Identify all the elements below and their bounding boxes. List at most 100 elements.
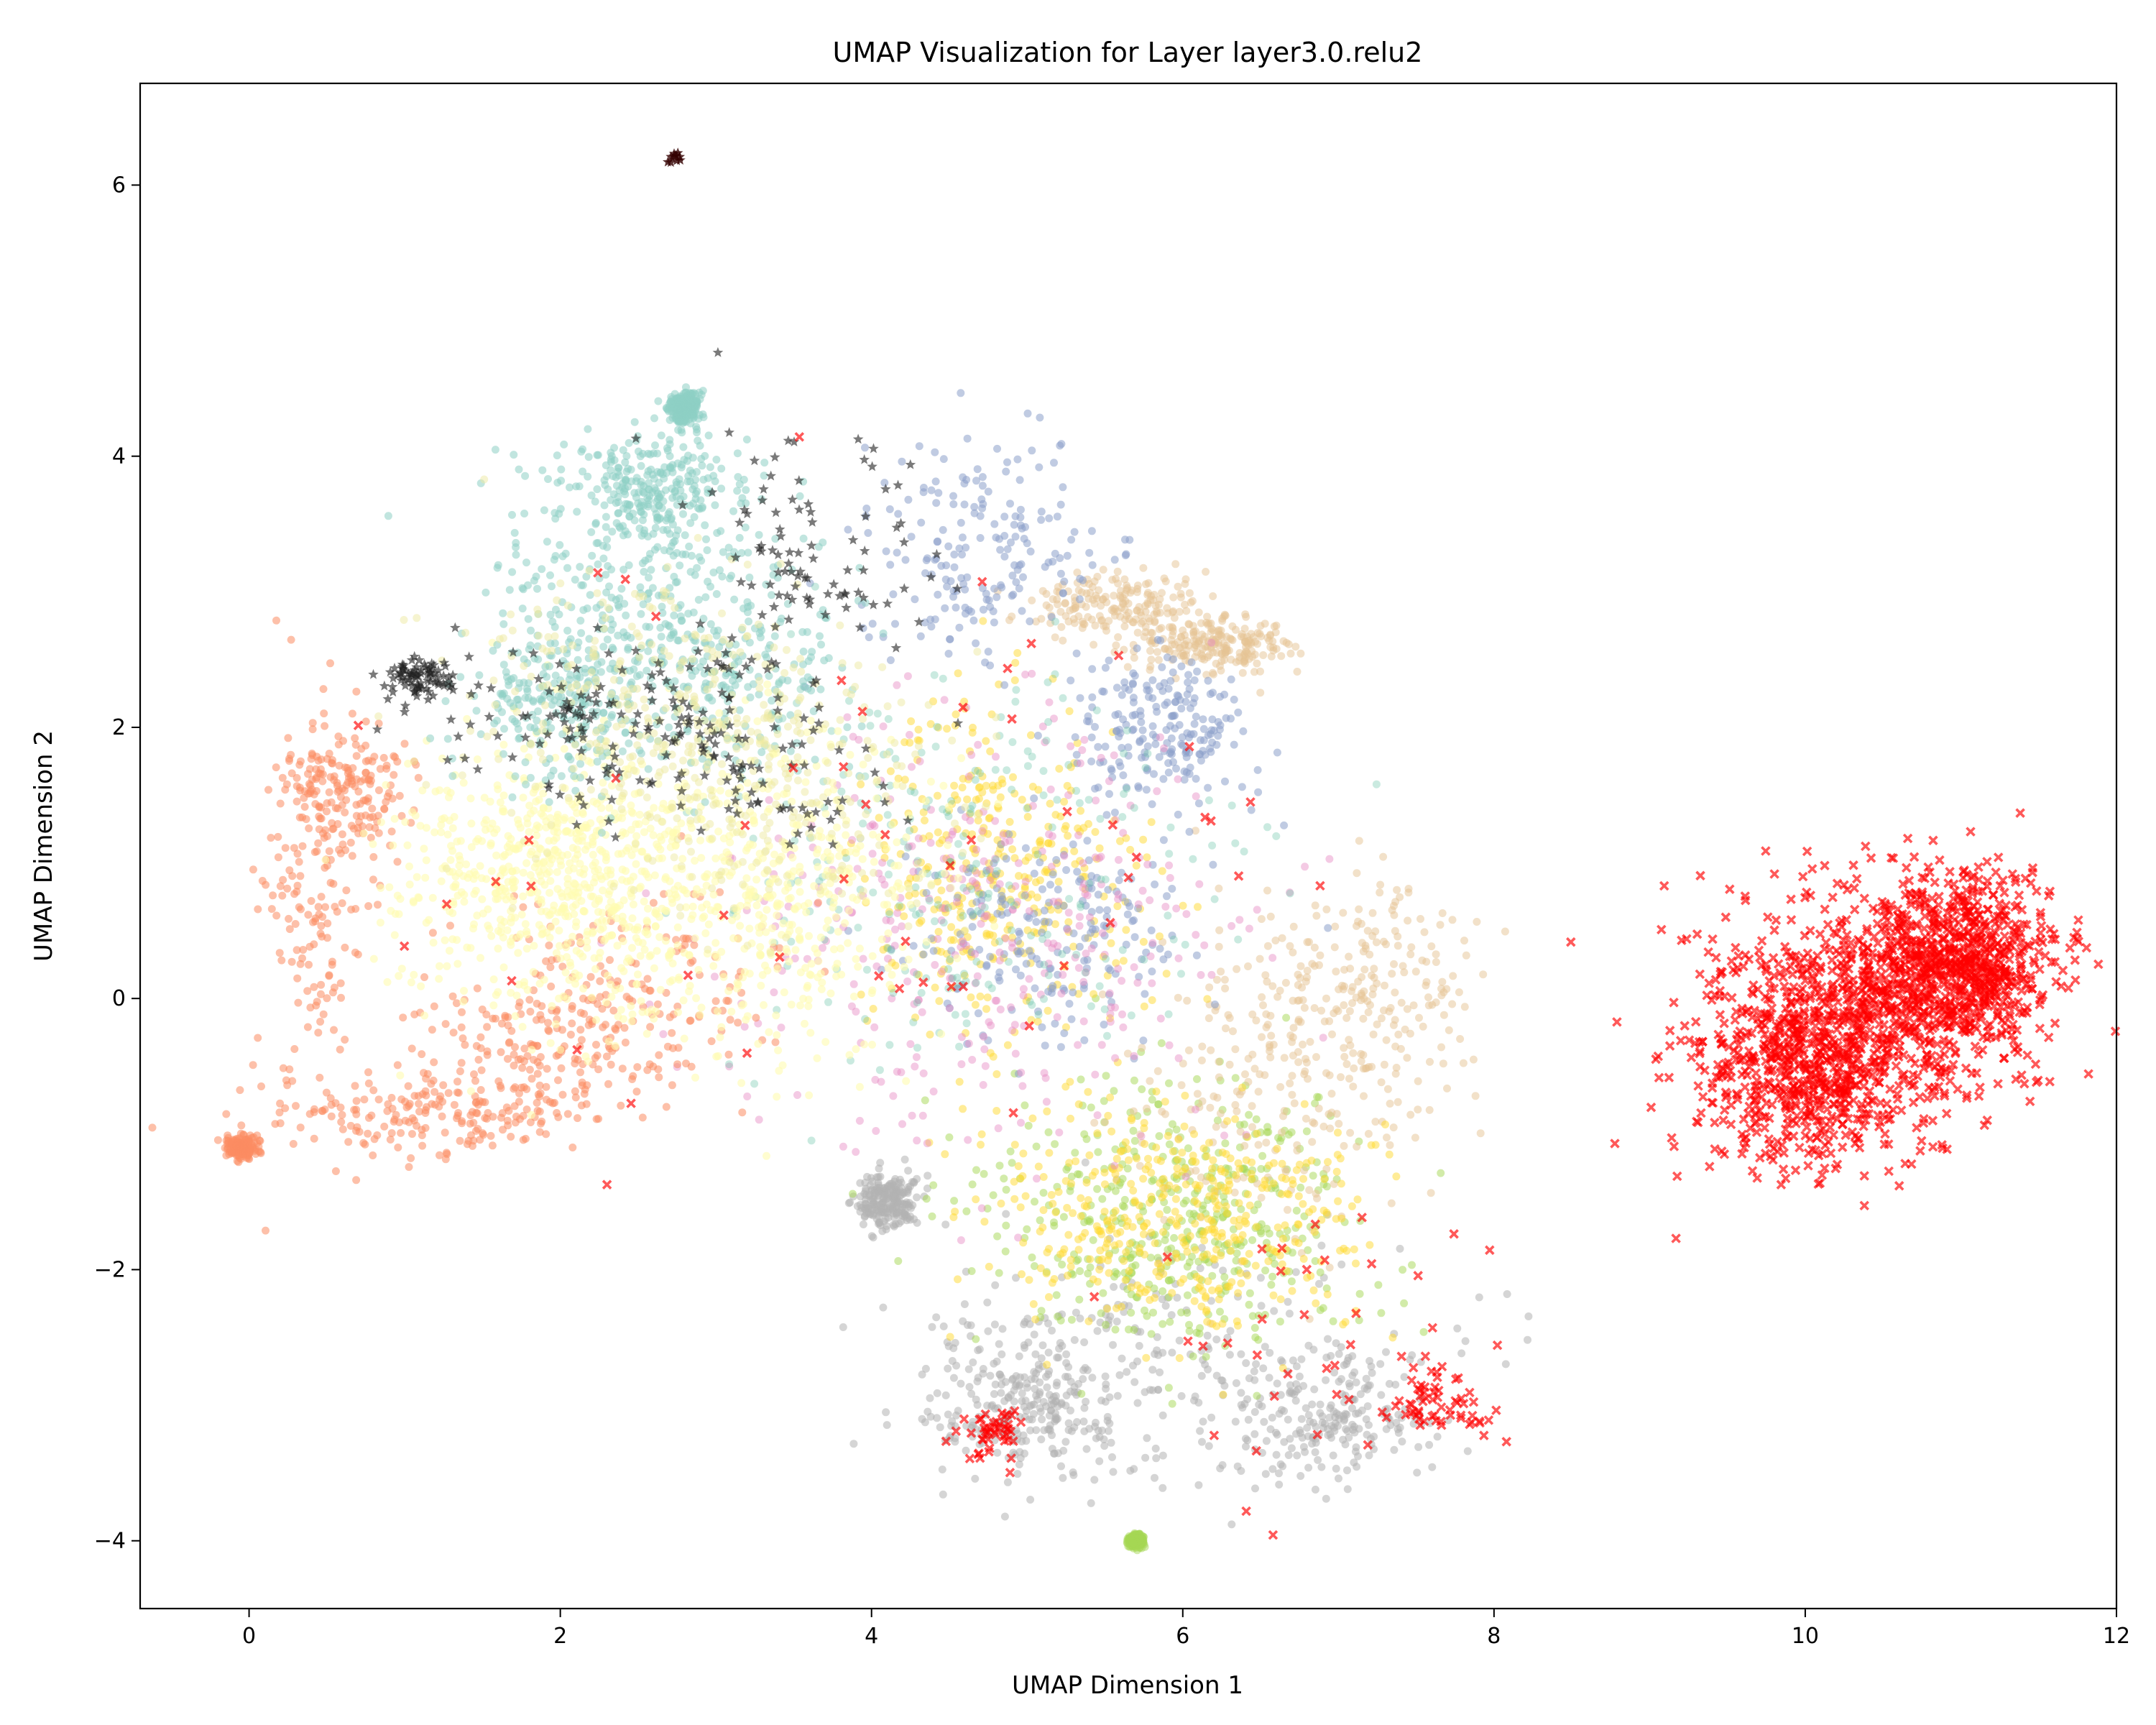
data-point (1139, 835, 1148, 844)
data-point (1039, 1206, 1048, 1215)
data-point (364, 1079, 373, 1087)
data-point (1138, 1085, 1146, 1093)
data-point (949, 1374, 958, 1382)
data-point (1345, 1075, 1353, 1083)
data-point (1156, 932, 1164, 941)
data-point (1167, 1311, 1176, 1320)
data-point (1204, 1215, 1212, 1223)
data-point (1091, 722, 1099, 731)
data-point (1056, 1043, 1065, 1052)
data-point (1188, 597, 1197, 605)
data-point (950, 781, 959, 790)
data-point (1262, 1138, 1271, 1147)
data-point (1120, 590, 1129, 599)
data-point (1192, 775, 1200, 783)
data-point (967, 1267, 976, 1275)
data-point (1063, 551, 1072, 560)
data-point (972, 845, 981, 854)
data-point (1043, 1361, 1051, 1369)
data-point (893, 681, 901, 689)
data-point (1010, 1021, 1019, 1029)
data-point (1023, 1379, 1031, 1388)
data-point (1100, 1208, 1109, 1216)
data-point (1391, 926, 1399, 935)
data-point (1403, 1054, 1411, 1062)
data-point (986, 876, 995, 885)
data-point (994, 1124, 1003, 1133)
data-point (1325, 1413, 1334, 1422)
data-point (1227, 675, 1235, 684)
data-point (934, 489, 943, 497)
data-point (1340, 1244, 1348, 1253)
data-point (1309, 1172, 1317, 1180)
data-point (1198, 1438, 1206, 1446)
data-point (1396, 1044, 1405, 1053)
data-point (960, 500, 969, 509)
data-point (1040, 1069, 1049, 1077)
data-point (993, 444, 1001, 453)
data-point (984, 1327, 992, 1335)
data-point (1147, 1330, 1156, 1338)
data-point (1358, 973, 1366, 981)
data-point (986, 1371, 995, 1380)
data-point (1164, 1384, 1173, 1392)
data-point (913, 1218, 921, 1227)
data-point (1204, 1365, 1212, 1374)
data-point (1060, 577, 1069, 586)
data-point (1234, 1321, 1242, 1330)
data-point (1252, 1223, 1261, 1231)
data-point (364, 1068, 372, 1077)
data-point (1092, 1222, 1101, 1230)
data-point (972, 1166, 980, 1174)
data-point (1155, 625, 1164, 633)
data-point (900, 1208, 909, 1216)
data-point (867, 1174, 875, 1182)
data-point (1204, 1014, 1213, 1023)
data-point (1101, 663, 1110, 672)
data-point (1331, 922, 1340, 931)
data-point (1026, 1426, 1035, 1435)
data-point (1324, 1158, 1332, 1167)
data-point (1317, 1006, 1326, 1015)
data-point (1047, 1191, 1056, 1199)
data-point (1010, 1195, 1019, 1203)
data-point (1110, 751, 1118, 760)
data-point (1041, 1041, 1049, 1050)
data-point (1067, 742, 1075, 750)
data-point (1050, 1221, 1059, 1230)
data-point (1080, 735, 1089, 744)
data-point (1269, 1291, 1278, 1300)
data-point (1224, 1239, 1233, 1248)
data-point (287, 635, 295, 644)
data-point (1406, 1356, 1414, 1364)
data-point (1286, 1079, 1294, 1087)
data-point (1095, 1265, 1104, 1274)
data-point (998, 1325, 1007, 1333)
data-point (889, 1092, 898, 1100)
data-point (1156, 944, 1164, 953)
data-point (1439, 1011, 1448, 1019)
data-point (1337, 1343, 1345, 1351)
data-point (1322, 1376, 1330, 1384)
data-point (982, 1005, 990, 1013)
data-point (1035, 1390, 1044, 1399)
data-point (1354, 1452, 1362, 1460)
data-point (1153, 1155, 1161, 1164)
data-point (1046, 880, 1054, 889)
data-point (1250, 1408, 1259, 1416)
data-point (974, 740, 982, 749)
data-point (1065, 1159, 1074, 1167)
data-point (1095, 982, 1104, 990)
data-point (1291, 1397, 1300, 1405)
data-point (249, 865, 257, 874)
data-point (917, 916, 926, 925)
data-point (923, 1407, 932, 1416)
data-point (993, 1448, 1002, 1457)
data-point (1189, 622, 1197, 630)
data-point (1175, 607, 1184, 616)
data-point (868, 1200, 877, 1209)
data-point (1169, 593, 1178, 602)
data-point (886, 1202, 895, 1210)
data-point (1352, 1409, 1360, 1418)
data-point (299, 946, 308, 954)
